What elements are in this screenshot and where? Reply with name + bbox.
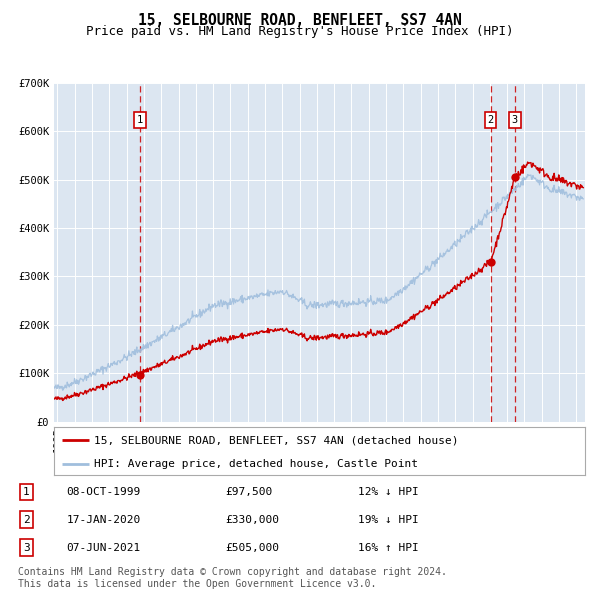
Text: Price paid vs. HM Land Registry's House Price Index (HPI): Price paid vs. HM Land Registry's House …: [86, 25, 514, 38]
Text: 3: 3: [23, 543, 30, 553]
Text: 12% ↓ HPI: 12% ↓ HPI: [358, 487, 418, 497]
Text: 1: 1: [137, 115, 143, 125]
Text: 15, SELBOURNE ROAD, BENFLEET, SS7 4AN (detached house): 15, SELBOURNE ROAD, BENFLEET, SS7 4AN (d…: [94, 435, 458, 445]
Text: 07-JUN-2021: 07-JUN-2021: [67, 543, 141, 553]
Text: 3: 3: [512, 115, 518, 125]
Text: 2: 2: [487, 115, 494, 125]
Text: £505,000: £505,000: [225, 543, 279, 553]
Text: HPI: Average price, detached house, Castle Point: HPI: Average price, detached house, Cast…: [94, 459, 418, 469]
Text: 17-JAN-2020: 17-JAN-2020: [67, 515, 141, 525]
Text: 16% ↑ HPI: 16% ↑ HPI: [358, 543, 418, 553]
Text: £330,000: £330,000: [225, 515, 279, 525]
Text: Contains HM Land Registry data © Crown copyright and database right 2024.
This d: Contains HM Land Registry data © Crown c…: [18, 567, 447, 589]
Text: 08-OCT-1999: 08-OCT-1999: [67, 487, 141, 497]
Text: 2: 2: [23, 515, 30, 525]
Text: 1: 1: [23, 487, 30, 497]
Text: 15, SELBOURNE ROAD, BENFLEET, SS7 4AN: 15, SELBOURNE ROAD, BENFLEET, SS7 4AN: [138, 13, 462, 28]
Text: 19% ↓ HPI: 19% ↓ HPI: [358, 515, 418, 525]
Text: £97,500: £97,500: [225, 487, 272, 497]
